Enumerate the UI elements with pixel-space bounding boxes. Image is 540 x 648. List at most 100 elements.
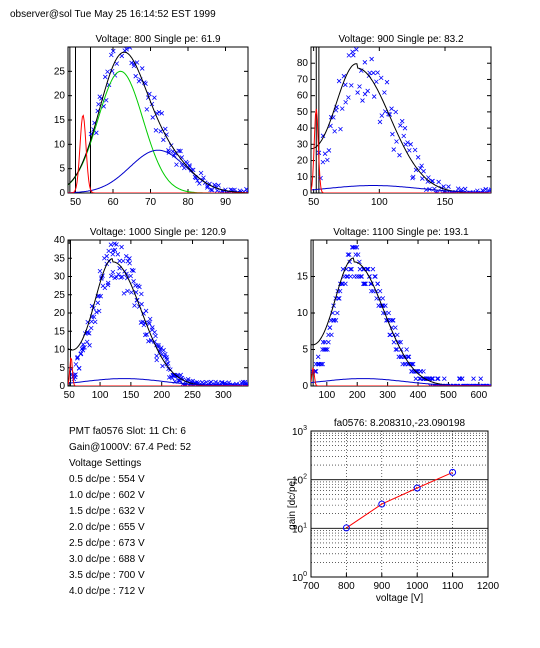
plot-area: [310, 430, 489, 578]
data-point: [398, 123, 403, 128]
y-tick-label: 5: [302, 345, 308, 356]
data-point: [350, 49, 355, 55]
data-point: [335, 310, 340, 316]
data-point: [94, 130, 99, 136]
y-tick-label: 20: [297, 156, 309, 167]
data-point: [354, 245, 360, 250]
data-point: [487, 383, 491, 386]
x-tick-label: 50: [308, 197, 320, 208]
data-point: [127, 260, 132, 266]
data-point: [125, 288, 130, 294]
data-point: [132, 303, 137, 308]
data-point: [91, 314, 97, 320]
data-point: [139, 66, 145, 71]
x-tick-label: 250: [184, 390, 201, 401]
data-point: [419, 163, 424, 169]
gauss2-curve: [311, 185, 491, 193]
data-point: [393, 325, 398, 330]
y-tick-label: 25: [54, 290, 66, 301]
data-point: [483, 186, 489, 192]
x-tick-label: 90: [220, 197, 232, 208]
data-point: [320, 339, 326, 345]
data-point: [230, 383, 236, 386]
y-tick-label: 70: [297, 74, 309, 85]
x-tick-label: 150: [437, 197, 454, 208]
data-point: [129, 290, 134, 295]
data-point: [388, 332, 393, 338]
data-point: [238, 383, 243, 386]
data-point: [412, 147, 418, 153]
data-point: [176, 377, 181, 383]
data-point: [119, 244, 124, 250]
data-point: [336, 296, 342, 301]
y-tick-label: 10: [297, 308, 309, 319]
data-point: [119, 274, 125, 280]
data-point: [109, 52, 114, 58]
pmt-info-panel: PMT fa0576 Slot: 11 Ch: 6 Gain@1000V: 67…: [69, 424, 191, 600]
data-point: [152, 329, 157, 335]
data-point: [174, 162, 179, 167]
data-point: [408, 142, 413, 147]
data-point: [116, 271, 121, 277]
data-point: [147, 316, 153, 322]
data-point: [398, 339, 403, 345]
data-point: [394, 347, 400, 352]
chart-title: Voltage: 900 Single pe: 83.2: [338, 34, 464, 45]
data-point: [369, 281, 374, 287]
y-tick-label: 30: [54, 272, 66, 283]
data-point: [219, 380, 224, 385]
chart-voltage-900: Voltage: 900 Single pe: 83.2 50 100 150 0 10 2…: [297, 34, 492, 208]
data-point: [362, 60, 368, 65]
data-point: [226, 380, 232, 385]
y-tick-label: 35: [54, 253, 66, 264]
x-tick-label: 50: [70, 197, 82, 208]
data-point: [459, 376, 465, 381]
data-point: [362, 281, 368, 287]
x-tick-label: 100: [371, 197, 388, 208]
data-point: [415, 155, 421, 160]
data-point: [82, 344, 87, 350]
data-point: [321, 347, 327, 352]
header-text: observer@sol Tue May 25 16:14:52 EST 199…: [10, 9, 216, 20]
plot-content: [68, 240, 248, 386]
data-point: [110, 269, 116, 275]
data-point: [409, 369, 415, 374]
data-point: [106, 248, 111, 254]
data-point: [317, 361, 322, 367]
data-point: [348, 266, 353, 272]
data-point: [320, 159, 326, 165]
x-tick-label: 800: [338, 581, 355, 592]
data-point: [332, 128, 337, 134]
pmt-id-line: PMT fa0576 Slot: 11 Ch: 6: [69, 426, 186, 437]
data-point: [153, 128, 159, 133]
data-point: [417, 376, 422, 381]
data-point: [154, 357, 159, 363]
data-point: [459, 187, 464, 192]
data-point: [429, 376, 434, 381]
x-tick-label: 100: [318, 390, 335, 401]
data-point: [124, 47, 129, 52]
y-tick-label: 40: [297, 123, 309, 134]
x-tick-label: 500: [440, 390, 457, 401]
y-tick-label: 20: [54, 91, 66, 102]
setting-3: 2.0 dc/pe : 655 V: [69, 522, 145, 533]
data-point: [210, 383, 215, 386]
x-tick-label: 200: [153, 390, 170, 401]
y-tick-label: 100: [292, 571, 307, 584]
data-point: [152, 95, 157, 100]
y-tick-label: 40: [54, 235, 66, 246]
data-point: [338, 126, 343, 132]
data-point: [386, 310, 391, 316]
x-tick-label: 50: [64, 390, 76, 401]
data-point: [143, 308, 149, 314]
data-point: [80, 342, 86, 347]
data-point: [446, 184, 451, 189]
data-point: [112, 247, 118, 253]
data-point: [473, 383, 479, 386]
data-point: [357, 266, 363, 272]
data-point: [346, 53, 352, 58]
setting-6: 3.5 dc/pe : 700 V: [69, 570, 145, 581]
data-point: [73, 372, 78, 377]
data-point: [88, 325, 94, 331]
chart-title: fa0576: 8.208310,-23.090198: [334, 418, 466, 429]
